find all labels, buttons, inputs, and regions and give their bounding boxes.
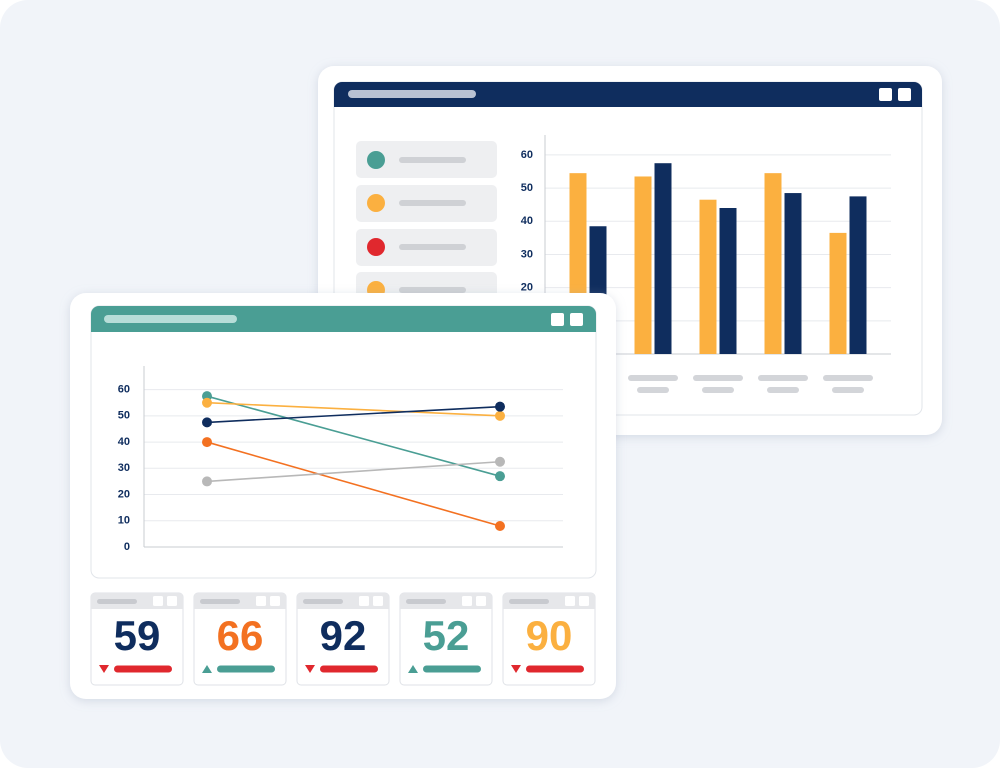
trend-arrow [202, 665, 212, 673]
bar [719, 208, 737, 354]
series-line [206, 405, 501, 424]
window-button[interactable] [153, 596, 163, 606]
x-label-placeholder [823, 375, 873, 381]
window-button[interactable] [270, 596, 280, 606]
trend-arrow [99, 665, 109, 673]
y-tick-label: 50 [118, 410, 130, 422]
point [495, 471, 505, 482]
legend-placeholder [399, 244, 466, 250]
y-tick-label: 50 [521, 182, 533, 194]
line-chart: 0 10 20 30 40 50 60 [118, 366, 563, 553]
kpi-value: 52 [423, 612, 470, 659]
y-tick-label: 30 [118, 462, 130, 474]
y-tick-label: 30 [521, 248, 533, 260]
trend-bar [320, 665, 378, 673]
kpi-title-placeholder [303, 599, 343, 604]
legend-dot [367, 194, 385, 212]
window-button[interactable] [879, 88, 892, 101]
title-bar [334, 82, 922, 107]
series-line [206, 401, 501, 417]
legend-placeholder [399, 157, 466, 163]
kpi-value: 66 [217, 612, 264, 659]
x-label-placeholder [702, 387, 734, 393]
point [495, 456, 505, 467]
point [202, 437, 212, 448]
point [495, 401, 505, 412]
window-button[interactable] [462, 596, 472, 606]
kpi-value: 90 [526, 612, 573, 659]
y-tick-label: 60 [521, 149, 533, 161]
kpi-title-placeholder [509, 599, 549, 604]
x-label-placeholder [832, 387, 864, 393]
bar [654, 163, 672, 354]
y-tick-label: 10 [118, 515, 130, 527]
window-button[interactable] [256, 596, 266, 606]
legend-placeholder [399, 287, 466, 293]
trend-bar [114, 665, 172, 673]
point [495, 521, 505, 532]
x-label-placeholder [767, 387, 799, 393]
trend-arrow [305, 665, 315, 673]
x-label-placeholder [758, 375, 808, 381]
window-button[interactable] [373, 596, 383, 606]
kpi-cards: 59 66 92 52 90 [90, 592, 596, 686]
point [202, 397, 212, 408]
y-tick-label: 20 [118, 488, 130, 500]
point [202, 476, 212, 487]
series-line [206, 460, 501, 483]
kpi-title-placeholder [97, 599, 137, 604]
front-window: 0 10 20 30 40 50 60 59 66 92 52 90 [70, 293, 616, 699]
window-button[interactable] [898, 88, 911, 101]
bar [764, 173, 782, 354]
title-placeholder [104, 315, 237, 323]
bar [634, 176, 652, 354]
window-button[interactable] [476, 596, 486, 606]
y-tick-label: 40 [118, 436, 130, 448]
x-label-placeholder [693, 375, 743, 381]
window-button[interactable] [167, 596, 177, 606]
point [495, 410, 505, 421]
x-label-placeholder [637, 387, 669, 393]
bar [699, 199, 717, 354]
trend-bar [217, 665, 275, 673]
trend-bar [526, 665, 584, 673]
x-label-placeholder [628, 375, 678, 381]
series-line [206, 395, 501, 477]
kpi-title-placeholder [200, 599, 240, 604]
legend-dot [367, 238, 385, 256]
window-button[interactable] [565, 596, 575, 606]
title-bar [91, 306, 596, 332]
trend-bar [423, 665, 481, 673]
y-tick-label: 20 [521, 282, 533, 294]
legend-placeholder [399, 200, 466, 206]
kpi-title-placeholder [406, 599, 446, 604]
y-tick-label: 40 [521, 215, 533, 227]
point [202, 417, 212, 428]
trend-arrow [408, 665, 418, 673]
bar [829, 232, 847, 354]
trend-arrow [511, 665, 521, 673]
window-button[interactable] [359, 596, 369, 606]
series-line [206, 441, 501, 527]
bar [784, 193, 802, 354]
window-button[interactable] [579, 596, 589, 606]
kpi-value: 59 [114, 612, 161, 659]
y-tick-label: 60 [118, 384, 130, 396]
window-button[interactable] [551, 313, 564, 326]
title-placeholder [348, 90, 476, 98]
y-tick-label: 0 [124, 541, 130, 553]
window-button[interactable] [570, 313, 583, 326]
bar [849, 196, 867, 354]
kpi-value: 92 [320, 612, 367, 659]
legend-dot [367, 151, 385, 169]
